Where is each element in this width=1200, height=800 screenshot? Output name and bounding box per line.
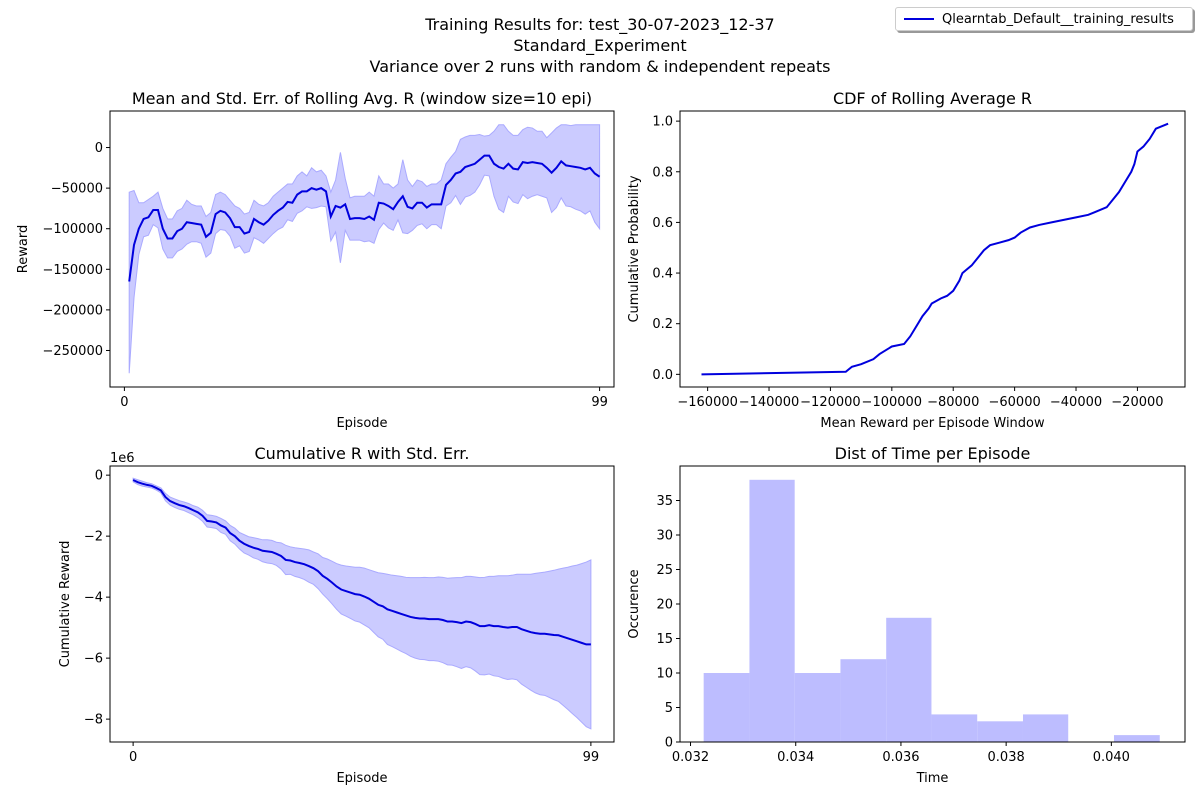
hist-bar xyxy=(794,673,841,742)
chart-title: Cumulative R with Std. Err. xyxy=(255,444,470,463)
y-tick-label: 0.2 xyxy=(652,317,673,332)
y-tick-label: 20 xyxy=(656,598,673,613)
y-tick-label: 10 xyxy=(656,667,673,682)
chart-rolling: 0 99 0 −50000 −100000 −150000 −200000 −250000 Me… xyxy=(16,89,615,431)
chart-title: Mean and Std. Err. of Rolling Avg. R (wi… xyxy=(132,89,592,108)
hist-bar xyxy=(1022,714,1069,742)
x-tick-label: 99 xyxy=(591,395,608,410)
suptitle-line-2: Standard_Experiment xyxy=(513,36,686,56)
y-tick-label: −150000 xyxy=(42,263,103,278)
y-axis-label: Cumulative Probability xyxy=(627,175,642,322)
suptitle-line-1: Training Results for: test_30-07-2023_12… xyxy=(424,15,774,35)
mean-series-line xyxy=(132,479,591,646)
std-err-band xyxy=(132,477,592,730)
x-tick-label: 0.036 xyxy=(882,750,919,765)
y-tick-label: 0 xyxy=(95,469,103,484)
x-tick-label: 0.040 xyxy=(1093,750,1130,765)
chart-title: CDF of Rolling Average R xyxy=(833,89,1032,108)
y-tick-label: −4 xyxy=(84,591,103,606)
y-tick-label: −6 xyxy=(84,652,103,667)
y-tick-label: 25 xyxy=(656,563,673,578)
y-tick-label: −8 xyxy=(84,713,103,728)
plot-frame xyxy=(679,110,1186,388)
y-axis-label: Reward xyxy=(16,225,31,273)
y-tick-label: −50000 xyxy=(51,182,103,197)
cdf-series-line xyxy=(701,122,1169,376)
x-tick-label: −100000 xyxy=(862,395,923,410)
x-tick-label: −160000 xyxy=(677,395,738,410)
y-tick-label: −250000 xyxy=(42,344,103,359)
plot-frame xyxy=(109,465,615,743)
chart-timehist: 0.032 0.034 0.036 0.038 0.040 0 5 10 15 20 25 30 35 D… xyxy=(627,444,1186,786)
legend-line-swatch xyxy=(904,18,934,20)
y-tick-label: 5 xyxy=(665,701,673,716)
x-tick-label: 0.034 xyxy=(777,750,814,765)
x-tick-label: 0 xyxy=(129,750,137,765)
x-tick-label: 0 xyxy=(120,395,128,410)
hist-bar xyxy=(840,659,887,742)
y-tick-label: 15 xyxy=(656,632,673,647)
y-axis-offset-label: 1e6 xyxy=(110,451,135,466)
hist-bar xyxy=(749,479,795,742)
suptitle-line-3: Variance over 2 runs with random & indep… xyxy=(370,57,831,76)
std-err-band xyxy=(128,124,601,374)
legend: Qlearntab_Default__training_results xyxy=(895,7,1193,31)
x-tick-label: −140000 xyxy=(739,395,800,410)
y-axis-label: Occurence xyxy=(627,569,642,638)
hist-bar xyxy=(703,673,750,742)
hist-bar xyxy=(931,714,978,742)
charts-group: 0 990−50000−100000−150000−200000−250000Me… xyxy=(16,89,1186,786)
hist-bar xyxy=(1113,735,1160,742)
x-tick-label: −60000 xyxy=(988,395,1040,410)
y-tick-label: 35 xyxy=(656,494,673,509)
x-axis-label: Episode xyxy=(336,416,387,431)
x-tick-label: 0.038 xyxy=(988,750,1025,765)
x-tick-label: −120000 xyxy=(800,395,861,410)
y-tick-label: 0 xyxy=(95,141,103,156)
chart-title: Dist of Time per Episode xyxy=(835,444,1031,463)
y-tick-label: 0.4 xyxy=(652,267,673,282)
chart-cdf: −160000 −140000 −120000 −100000 −80000 −60000… xyxy=(627,89,1186,431)
x-tick-label: −80000 xyxy=(927,395,979,410)
chart-cumulative: 0 99 0 −2 −4 −6 −8 Cumulative R with Std. Err. E… xyxy=(58,444,615,786)
mean-series-line xyxy=(128,154,601,282)
x-tick-label: −20000 xyxy=(1111,395,1163,410)
x-tick-label: 99 xyxy=(583,750,600,765)
hist-bar xyxy=(977,721,1023,742)
x-axis-label: Time xyxy=(916,771,949,786)
y-tick-label: 1.0 xyxy=(652,115,673,130)
legend-label: Qlearntab_Default__training_results xyxy=(942,11,1174,27)
y-axis-label: Cumulative Reward xyxy=(58,541,73,668)
y-tick-label: −100000 xyxy=(42,222,103,237)
plot-frame xyxy=(109,110,615,388)
y-tick-label: 0.0 xyxy=(652,368,673,383)
y-tick-label: 0 xyxy=(665,736,673,751)
x-axis-label: Episode xyxy=(336,771,387,786)
x-tick-label: −40000 xyxy=(1050,395,1102,410)
y-tick-label: 0.8 xyxy=(652,165,673,180)
y-tick-label: −2 xyxy=(84,530,103,545)
hist-bar xyxy=(886,617,932,742)
x-tick-label: 0.032 xyxy=(672,750,709,765)
y-tick-label: −200000 xyxy=(42,303,103,318)
y-tick-label: 0.6 xyxy=(652,216,673,231)
x-axis-label: Mean Reward per Episode Window xyxy=(820,416,1045,431)
y-tick-label: 30 xyxy=(656,529,673,544)
